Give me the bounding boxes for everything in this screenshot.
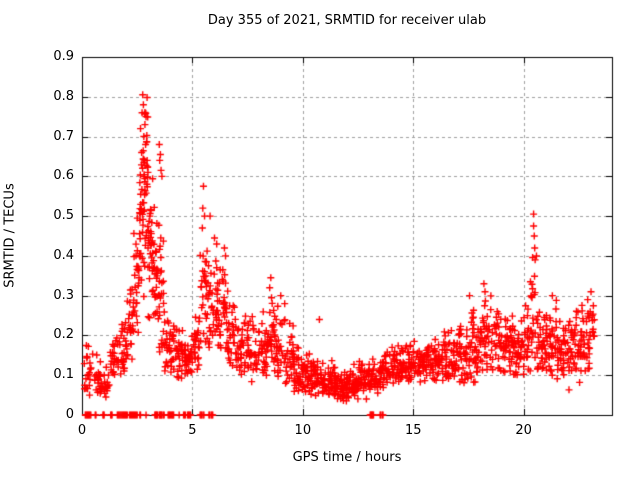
y-tick-label: 0 bbox=[65, 407, 74, 422]
y-tick-label: 0.4 bbox=[53, 247, 74, 263]
y-tick-label: 0.8 bbox=[53, 88, 74, 104]
x-tick-label: 5 bbox=[188, 423, 197, 438]
x-tick-label: 15 bbox=[404, 423, 422, 438]
x-tick-label: 10 bbox=[294, 423, 312, 438]
y-tick-label: 0.7 bbox=[53, 128, 74, 144]
x-tick-label: 20 bbox=[515, 423, 532, 438]
x-tick-label: 0 bbox=[77, 423, 87, 438]
chart-title: Day 355 of 2021, SRMTID for receiver ula… bbox=[207, 13, 487, 28]
y-tick-label: 0.9 bbox=[53, 49, 74, 64]
y-tick-label: 0.3 bbox=[53, 287, 74, 303]
x-axis-label: GPS time / hours bbox=[292, 450, 402, 465]
y-tick-label: 0.5 bbox=[53, 208, 74, 224]
y-tick-label: 0.1 bbox=[53, 367, 74, 383]
y-tick-label: 0.6 bbox=[53, 168, 74, 184]
y-tick-label: 0.2 bbox=[53, 327, 74, 343]
